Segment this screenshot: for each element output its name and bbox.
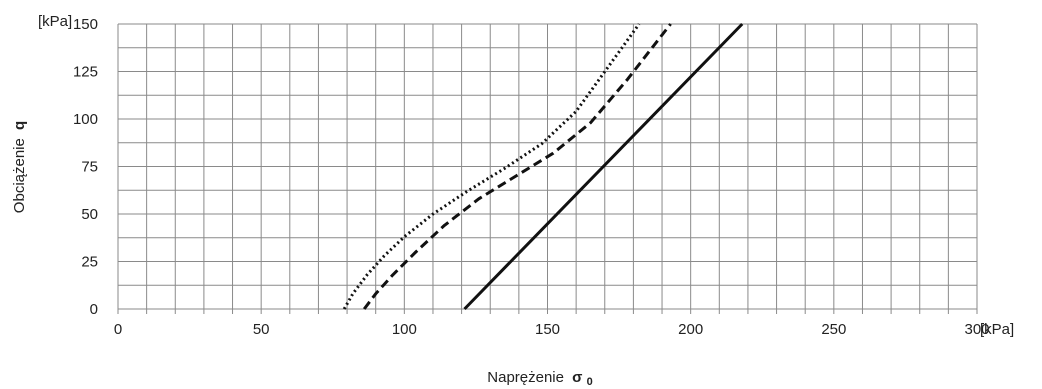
y-tick-label: 125: [73, 64, 98, 81]
y-axis-title-text: Obciążenie: [11, 138, 28, 213]
series-line-solid: [463, 22, 744, 311]
x-axis-title-subscript: 0: [587, 376, 593, 388]
chart-series-group: [342, 22, 744, 311]
x-axis-title-text: Naprężenie: [487, 369, 564, 386]
y-tick-label: 0: [90, 301, 98, 318]
y-axis-title-symbol: q: [11, 121, 28, 130]
x-unit-label: [kPa]: [980, 321, 1014, 338]
chart-grid: [117, 23, 978, 314]
x-tick-label: 50: [253, 321, 270, 338]
x-tick-label: 250: [821, 321, 846, 338]
x-axis-title-symbol: σ: [572, 369, 582, 386]
y-axis-title: Obciążenie q: [11, 121, 28, 213]
y-tick-label: 75: [81, 159, 98, 176]
chart-tick-labels: 0 50 100 150 200 250 300 0 25 50 75 100 125 150: [73, 16, 990, 338]
y-unit-label: [kPa]: [38, 13, 72, 30]
y-tick-label: 25: [81, 254, 98, 271]
x-tick-label: 100: [392, 321, 417, 338]
x-tick-label: 300: [964, 321, 989, 338]
x-tick-label: 150: [535, 321, 560, 338]
series-line-dashed: [363, 23, 672, 310]
x-tick-label: 0: [114, 321, 122, 338]
x-axis-title: Naprężenie σ 0: [487, 369, 592, 388]
series-line-dotted: [342, 23, 641, 310]
x-tick-label: 200: [678, 321, 703, 338]
y-tick-label: 150: [73, 16, 98, 33]
y-tick-label: 50: [81, 206, 98, 223]
y-tick-label: 100: [73, 111, 98, 128]
